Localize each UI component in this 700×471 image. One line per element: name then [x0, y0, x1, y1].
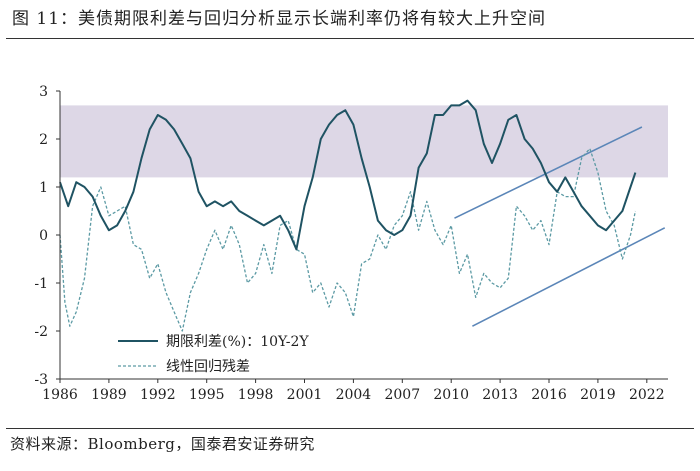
trend-line-upper	[454, 126, 643, 219]
source-note: 资料来源：Bloomberg，国泰君安证券研究	[10, 435, 315, 453]
y-tick-label: 0	[39, 228, 48, 244]
legend-label-residual: 线性回归残差	[166, 358, 250, 375]
x-tick-label: 2001	[287, 387, 323, 403]
x-tick-label: 1995	[189, 387, 225, 403]
x-tick-label: 2010	[433, 387, 469, 403]
x-tick-label: 2004	[336, 387, 372, 403]
title-divider	[6, 38, 694, 39]
x-tick-label: 2013	[482, 387, 518, 403]
x-tick-label: 1989	[91, 387, 127, 403]
legend: 期限利差(%)：10Y-2Y 线性回归残差	[118, 334, 309, 375]
chart: -3 -2 -1 0 1 2 3 1986 1989 1992 1995 1998 2001 2004 20…	[34, 84, 668, 403]
x-tick-label: 1986	[42, 387, 78, 403]
axes-layer: -3 -2 -1 0 1 2 3 1986 1989 1992 1995 1998 2001 2004 20…	[34, 84, 668, 403]
x-tick-label: 1998	[238, 387, 274, 403]
series-line-residual	[59, 147, 637, 332]
y-tick-label: 2	[39, 132, 48, 148]
y-tick-label: -2	[34, 324, 48, 340]
x-tick-label: 2016	[531, 387, 567, 403]
x-tick-label: 2022	[629, 387, 665, 403]
trend-line-lower	[472, 227, 666, 327]
y-tick-label: -1	[34, 276, 48, 292]
y-tick-label: 1	[39, 180, 48, 196]
x-tick-label: 2007	[384, 387, 420, 403]
series-layer	[59, 99, 637, 332]
chart-title: 图 11：美债期限利差与回归分析显示长端利率仍将有较大上升空间	[12, 9, 547, 29]
trend-line-layer	[454, 126, 666, 327]
y-tick-label: 3	[39, 84, 48, 100]
y-tick-label: -3	[34, 372, 48, 388]
x-tick-label: 2019	[580, 387, 616, 403]
legend-label-term-spread: 期限利差(%)：10Y-2Y	[166, 334, 309, 350]
source-divider	[6, 428, 694, 429]
x-tick-label: 1992	[140, 387, 176, 403]
series-line-term-spread	[59, 99, 637, 251]
